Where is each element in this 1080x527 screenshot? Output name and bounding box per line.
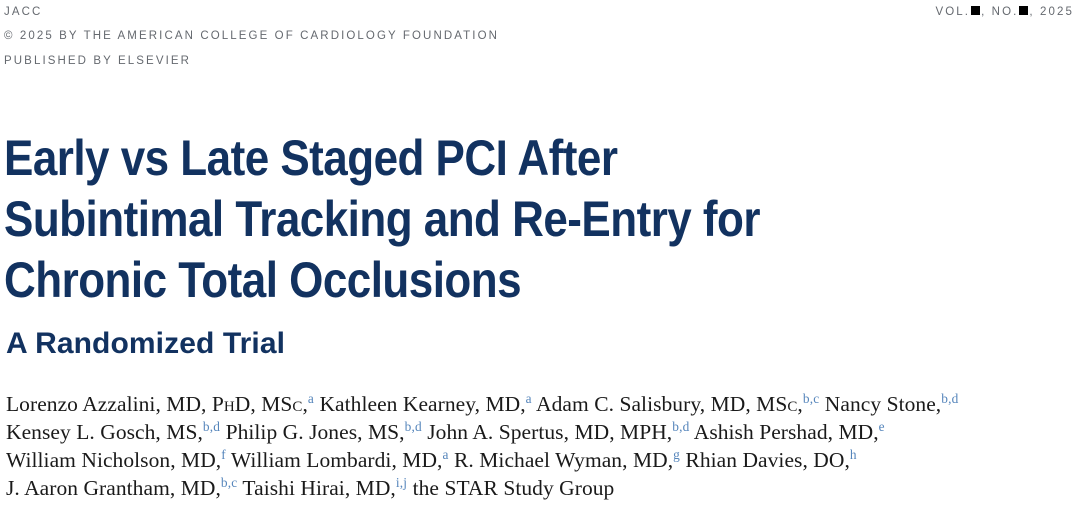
- affiliation-marker: e: [878, 418, 885, 434]
- publisher-notice: PUBLISHED BY ELSEVIER: [4, 55, 192, 67]
- author-name-run: the STAR Study Group: [407, 476, 615, 500]
- author-line: William Nicholson, MD,f William Lombardi…: [6, 446, 1080, 474]
- running-head: JACC © 2025 BY THE AMERICAN COLLEGE OF C…: [0, 0, 1080, 80]
- volume-label: VOL.: [935, 6, 971, 18]
- affiliation-marker: b,d: [672, 418, 690, 434]
- author-name-run: Ashish Pershad, MD,: [689, 420, 879, 444]
- number-label: , NO.: [981, 6, 1019, 18]
- title-line-3: Chronic Total Occlusions: [4, 252, 522, 308]
- title-line-1: Early vs Late Staged PCI After: [4, 130, 618, 186]
- page-title: Early vs Late Staged PCI After Subintima…: [4, 128, 904, 311]
- affiliation-marker: h: [849, 446, 857, 462]
- affiliation-marker: b,c: [220, 474, 238, 490]
- author-name-run: William Nicholson, MD,: [6, 448, 222, 472]
- affiliation-marker: b,d: [202, 418, 221, 434]
- affiliation-marker: g: [673, 446, 680, 462]
- author-line: Lorenzo Azzalini, MD, PhD, MSc,a Kathlee…: [6, 390, 1080, 418]
- volume-issue-year: VOL. , NO. , 2025: [935, 6, 1074, 18]
- affiliation-marker: a: [525, 390, 532, 406]
- author-name-run: ,: [797, 392, 803, 416]
- year-label: , 2025: [1029, 6, 1074, 18]
- author-line: J. Aaron Grantham, MD,b,c Taishi Hirai, …: [6, 474, 1080, 502]
- author-name-run: Philip G. Jones, MS,: [220, 420, 405, 444]
- author-name-run: Kensey L. Gosch, MS,: [6, 420, 203, 444]
- author-list: Lorenzo Azzalini, MD, PhD, MSc,a Kathlee…: [6, 390, 1080, 502]
- affiliation-marker: a: [307, 390, 315, 406]
- author-name-run: J. Aaron Grantham, MD,: [6, 476, 221, 500]
- author-name-run: D, MS: [234, 392, 293, 416]
- journal-name: JACC: [4, 6, 43, 18]
- author-name-run: William Lombardi, MD,: [225, 448, 443, 472]
- volume-placeholder-square-icon: [971, 6, 981, 15]
- author-name-run: Nancy Stone,: [819, 392, 942, 416]
- author-name-run: Kathleen Kearney, MD,: [314, 392, 526, 416]
- author-name-run: Lorenzo Azzalini, MD, P: [6, 392, 224, 416]
- small-caps-run: c: [787, 392, 798, 416]
- affiliation-marker: b,c: [802, 390, 820, 406]
- author-name-run: Adam C. Salisbury, MD, MS: [531, 392, 788, 416]
- copyright-notice: © 2025 BY THE AMERICAN COLLEGE OF CARDIO…: [4, 30, 500, 42]
- small-caps-run: c: [292, 392, 303, 416]
- affiliation-marker: f: [221, 446, 226, 462]
- affiliation-marker: b,d: [941, 390, 959, 406]
- author-name-run: R. Michael Wyman, MD,: [448, 448, 674, 472]
- affiliation-marker: b,d: [404, 418, 422, 434]
- author-name-run: ,: [302, 392, 308, 416]
- author-line: Kensey L. Gosch, MS,b,d Philip G. Jones,…: [6, 418, 1080, 446]
- author-name-run: Taishi Hirai, MD,: [237, 476, 396, 500]
- author-name-run: Rhian Davies, DO,: [680, 448, 850, 472]
- author-name-run: John A. Spertus, MD, MPH,: [421, 420, 673, 444]
- number-placeholder-square-icon: [1019, 6, 1029, 15]
- title-line-2: Subintimal Tracking and Re-Entry for: [4, 191, 761, 247]
- page-subtitle: A Randomized Trial: [6, 327, 286, 360]
- affiliation-marker: i,j: [395, 474, 408, 490]
- affiliation-marker: a: [442, 446, 449, 462]
- small-caps-run: h: [223, 392, 235, 416]
